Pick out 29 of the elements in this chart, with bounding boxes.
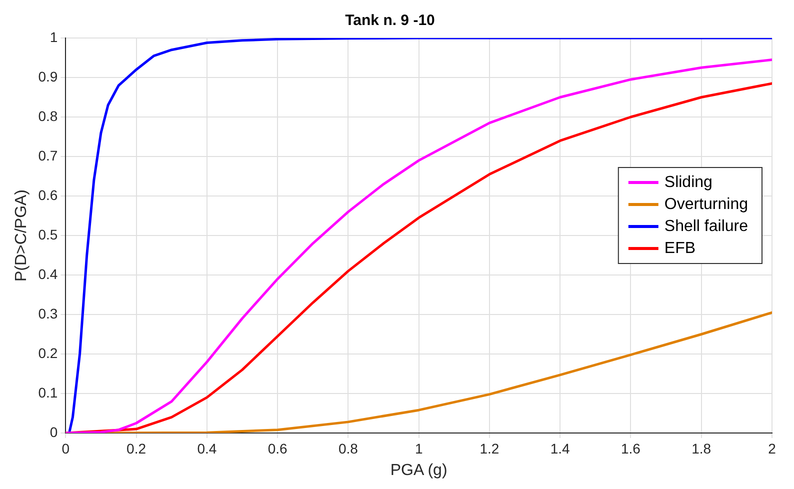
x-tick-label: 1: [414, 440, 423, 456]
y-tick-label: 0.9: [38, 68, 58, 84]
y-tick-label: 0.1: [38, 384, 58, 400]
y-tick-label: 0.8: [38, 108, 58, 124]
y-tick-label: 0.4: [38, 266, 58, 282]
legend-label: Overturning: [664, 196, 748, 213]
y-tick-label: 0.2: [38, 344, 58, 361]
x-tick-label: 0.2: [126, 440, 146, 456]
y-tick-label: 1: [50, 28, 58, 45]
y-tick-label: 0.3: [38, 305, 58, 322]
x-tick-label: 0.6: [268, 440, 288, 456]
y-tick-label: 0.5: [38, 226, 58, 242]
y-tick-label: 0.6: [38, 186, 58, 203]
y-tick-label: 0: [50, 424, 58, 440]
legend-label: Shell failure: [664, 218, 748, 235]
x-tick-label: 0: [62, 440, 70, 456]
x-tick-label: 1.4: [550, 440, 570, 456]
x-tick-label: 1.6: [621, 440, 641, 456]
x-tick-label: 1.2: [480, 440, 500, 456]
legend-label: EFB: [664, 240, 696, 257]
x-axis-title: PGA (g): [390, 462, 448, 479]
y-axis-title: P(D>C/PGA): [13, 189, 30, 282]
x-tick-label: 0.4: [197, 440, 217, 456]
x-tick-label: 1.8: [692, 440, 712, 456]
chart-title: Tank n. 9 -10: [345, 12, 435, 30]
x-tick-label: 0.8: [338, 440, 358, 456]
legend-label: Sliding: [664, 174, 712, 191]
y-tick-label: 0.7: [38, 147, 58, 164]
x-tick-label: 2: [768, 440, 776, 456]
